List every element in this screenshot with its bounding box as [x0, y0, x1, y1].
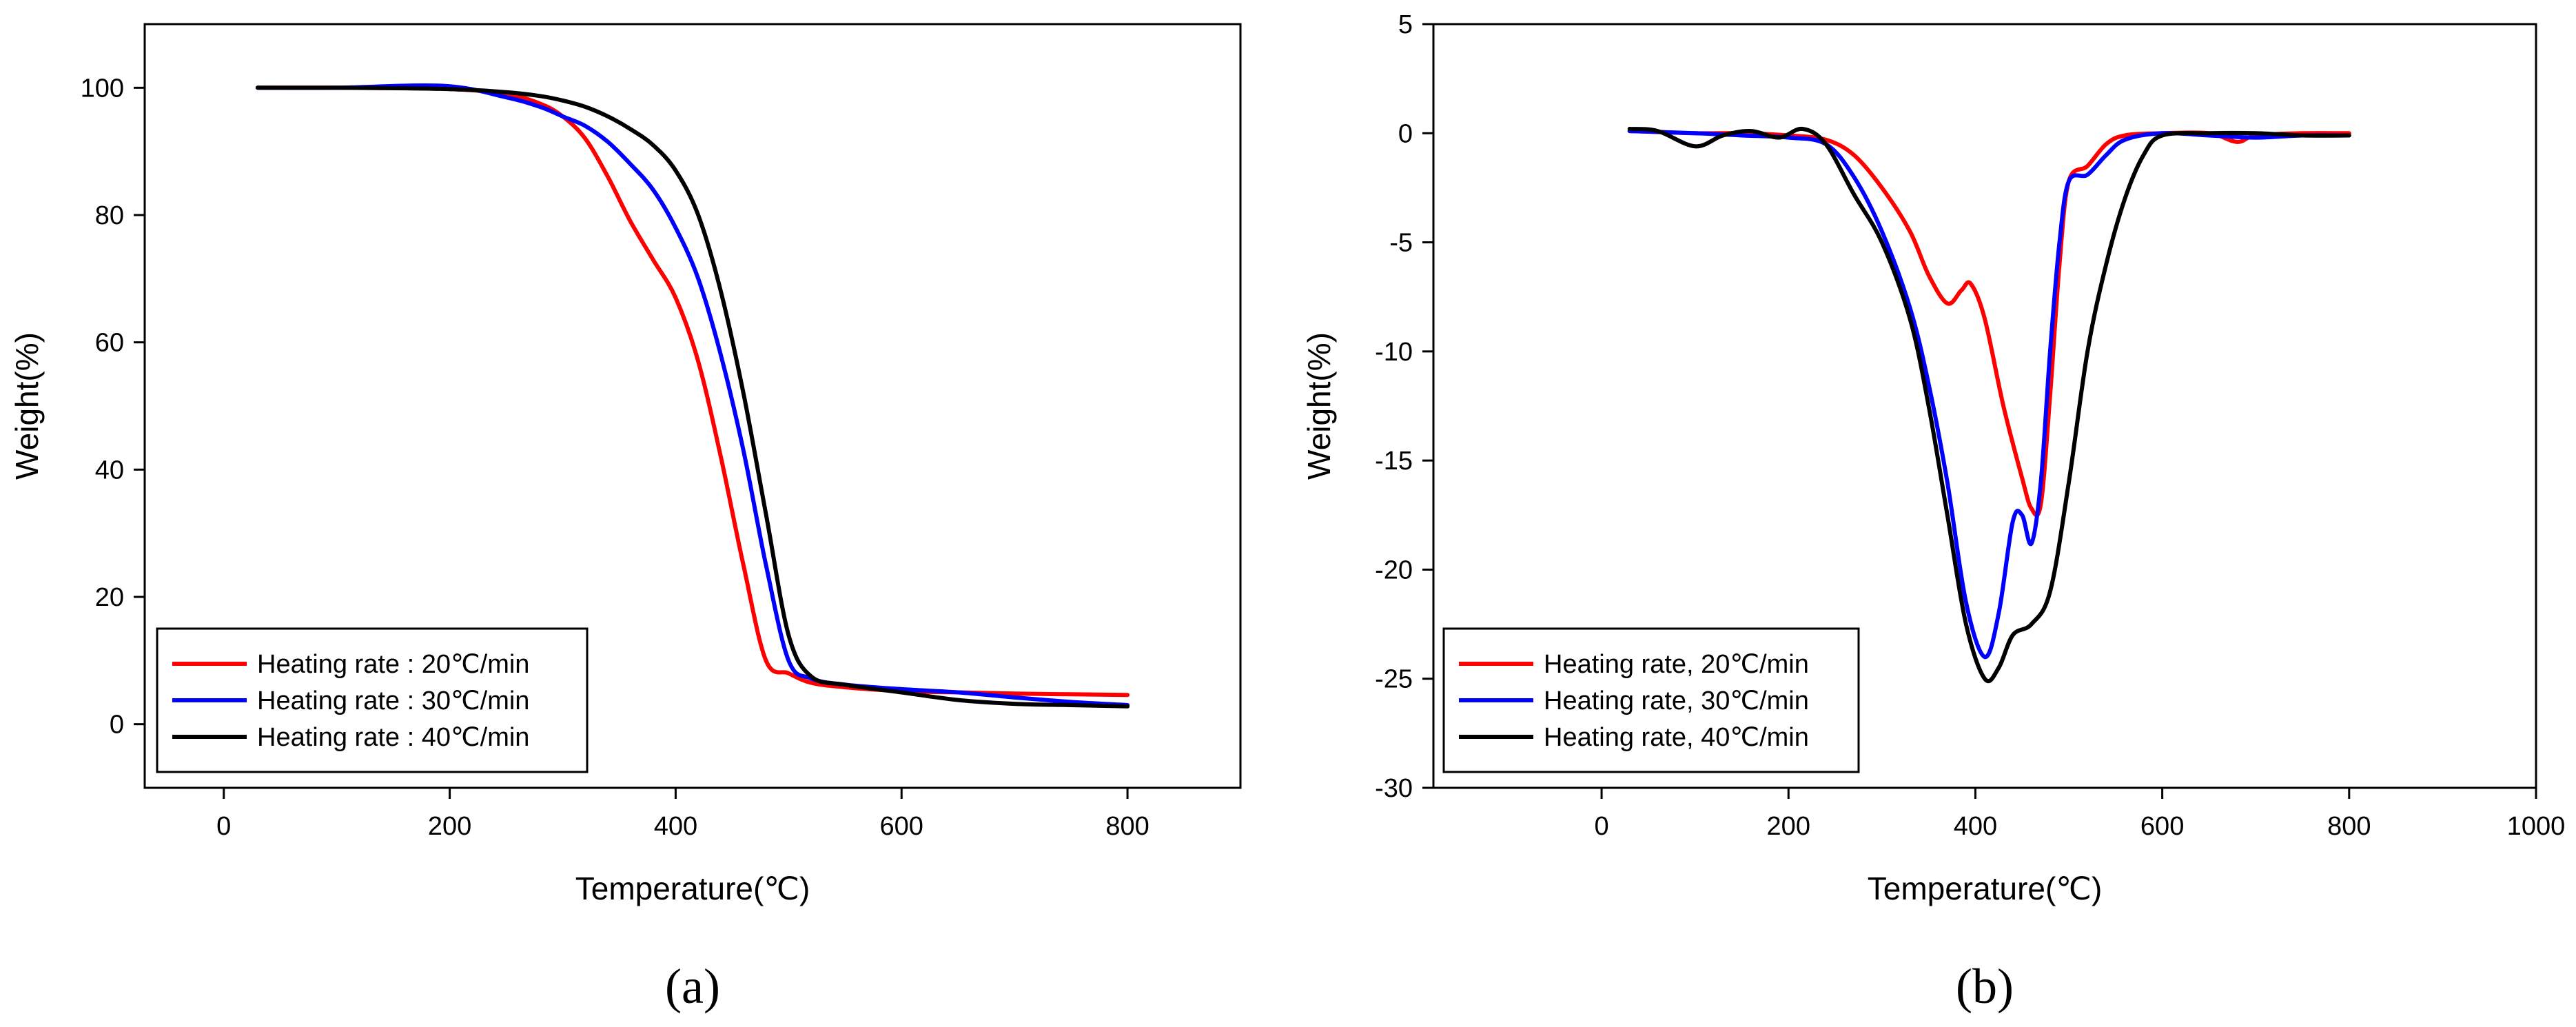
- y-tick-label: 0: [110, 711, 124, 740]
- y-tick-label: 20: [95, 583, 124, 612]
- x-tick-label: 1000: [2507, 812, 2566, 841]
- y-tick-label: 0: [1398, 119, 1413, 148]
- legend-entry: Heating rate, 30℃/min: [1544, 687, 1809, 715]
- x-tick-label: 800: [2327, 812, 2371, 841]
- x-tick-label: 600: [2140, 812, 2184, 841]
- y-tick-label: -5: [1389, 229, 1413, 258]
- plot-frame: [143, 23, 1242, 789]
- series-line-3: [1627, 126, 2351, 684]
- legend-entry: Heating rate : 40℃/min: [257, 723, 529, 752]
- y-axis-label: Weight(%): [9, 332, 45, 480]
- y-tick-label: 5: [1398, 10, 1413, 39]
- legend-entry: Heating rate : 30℃/min: [257, 687, 529, 715]
- x-tick-label: 400: [1954, 812, 1997, 841]
- y-tick-label: 40: [95, 456, 124, 485]
- x-tick-label: 0: [1594, 812, 1608, 841]
- x-tick-label: 200: [1767, 812, 1810, 841]
- series-line-2: [1627, 129, 2351, 660]
- legend-entry: Heating rate : 20℃/min: [257, 650, 529, 679]
- series-line-1: [255, 85, 1130, 698]
- x-tick-label: 0: [216, 812, 231, 841]
- y-tick-label: -10: [1375, 338, 1413, 367]
- y-tick-label: -30: [1375, 774, 1413, 803]
- x-tick-label: 400: [654, 812, 697, 841]
- y-tick-label: 100: [81, 74, 124, 103]
- x-axis-label: Temperature(℃): [575, 871, 810, 906]
- x-axis-label: Temperature(℃): [1868, 871, 2103, 906]
- chart-b: 0 200 400 600 800 1000 5 0 -5 -10 -15 -20 -25 -30 Temp…: [1301, 10, 2565, 1014]
- panel-label: (b): [1956, 959, 2014, 1014]
- y-tick-label: 80: [95, 201, 124, 230]
- y-tick-label: -25: [1375, 665, 1413, 694]
- x-tick-label: 800: [1105, 812, 1149, 841]
- panel-label: (a): [665, 959, 720, 1014]
- plot-frame: [1432, 23, 2537, 789]
- y-tick-label: -20: [1375, 556, 1413, 584]
- y-axis-label: Weight(%): [1301, 332, 1337, 480]
- y-tick-label: -15: [1375, 447, 1413, 476]
- series-line-2: [255, 83, 1130, 707]
- x-tick-label: 200: [428, 812, 471, 841]
- legend-entry: Heating rate, 20℃/min: [1544, 650, 1809, 679]
- series-line-3: [255, 85, 1130, 709]
- y-tick-label: 60: [95, 329, 124, 358]
- legend-entry: Heating rate, 40℃/min: [1544, 723, 1809, 752]
- x-tick-label: 600: [880, 812, 923, 841]
- series-line-1: [1627, 129, 2351, 518]
- chart-a: 0 200 400 600 800 0 20 40 60 80 100 Temperature(℃) W…: [9, 23, 1242, 1014]
